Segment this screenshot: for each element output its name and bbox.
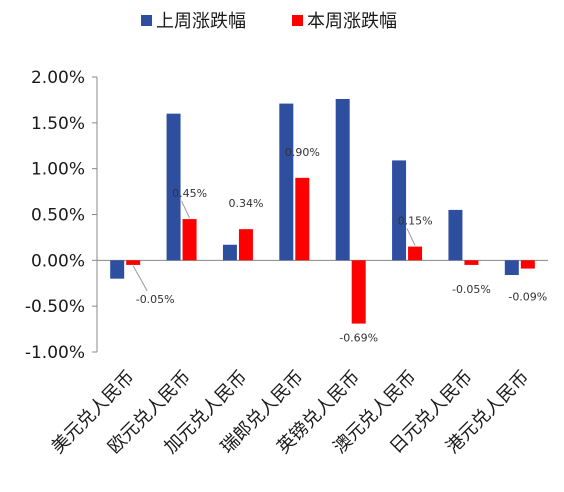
bar-this-week [464,260,479,265]
y-tick-label: 0.00% [31,251,85,271]
bar-last-week [166,113,181,261]
y-tick-label: 2.00% [31,68,85,88]
bar-last-week [392,160,407,261]
legend: 上周涨跌幅 本周涨跌幅 [141,11,397,32]
data-label: 0.90% [285,146,320,159]
bar-this-week [408,246,423,261]
data-label: -0.09% [508,291,547,304]
data-label: 0.15% [398,215,433,228]
legend-label: 本周涨跌幅 [307,11,397,32]
y-tick-label: -1.00% [25,343,85,363]
bar-this-week [238,229,253,261]
data-label: 0.34% [228,197,263,210]
bar-this-week [126,260,141,265]
bar-last-week [222,244,237,261]
legend-label: 上周涨跌幅 [156,11,246,32]
leader-line [132,265,148,292]
data-label: -0.05% [136,293,175,306]
data-label: -0.69% [339,332,378,345]
legend-swatch [292,15,303,26]
bar-last-week [110,260,125,279]
y-tick-label: 0.50% [31,206,85,226]
bar-this-week [520,260,535,269]
leader-line [181,200,191,219]
y-tick-label: 1.00% [31,160,85,180]
data-label: -0.05% [452,283,491,296]
bars [110,99,535,324]
data-label: 0.45% [172,187,207,200]
y-tick-label: 1.50% [31,114,85,134]
legend-swatch [141,15,152,26]
bar-last-week [335,99,350,261]
leader-line [406,228,416,246]
bar-this-week [182,219,197,261]
y-tick-label: -0.50% [25,297,85,317]
bar-last-week [279,103,294,261]
bar-this-week [295,177,310,261]
bar-last-week [448,209,463,261]
data-labels: -0.05% 0.45% 0.34% 0.90% -0.69% 0.15% -0.05% -0… [132,146,547,345]
bar-this-week [351,260,366,324]
bar-last-week [504,260,519,275]
y-axis: -1.00% -0.50% 0.00% 0.50% 1.00% 1.50% 2.00% [25,68,98,363]
